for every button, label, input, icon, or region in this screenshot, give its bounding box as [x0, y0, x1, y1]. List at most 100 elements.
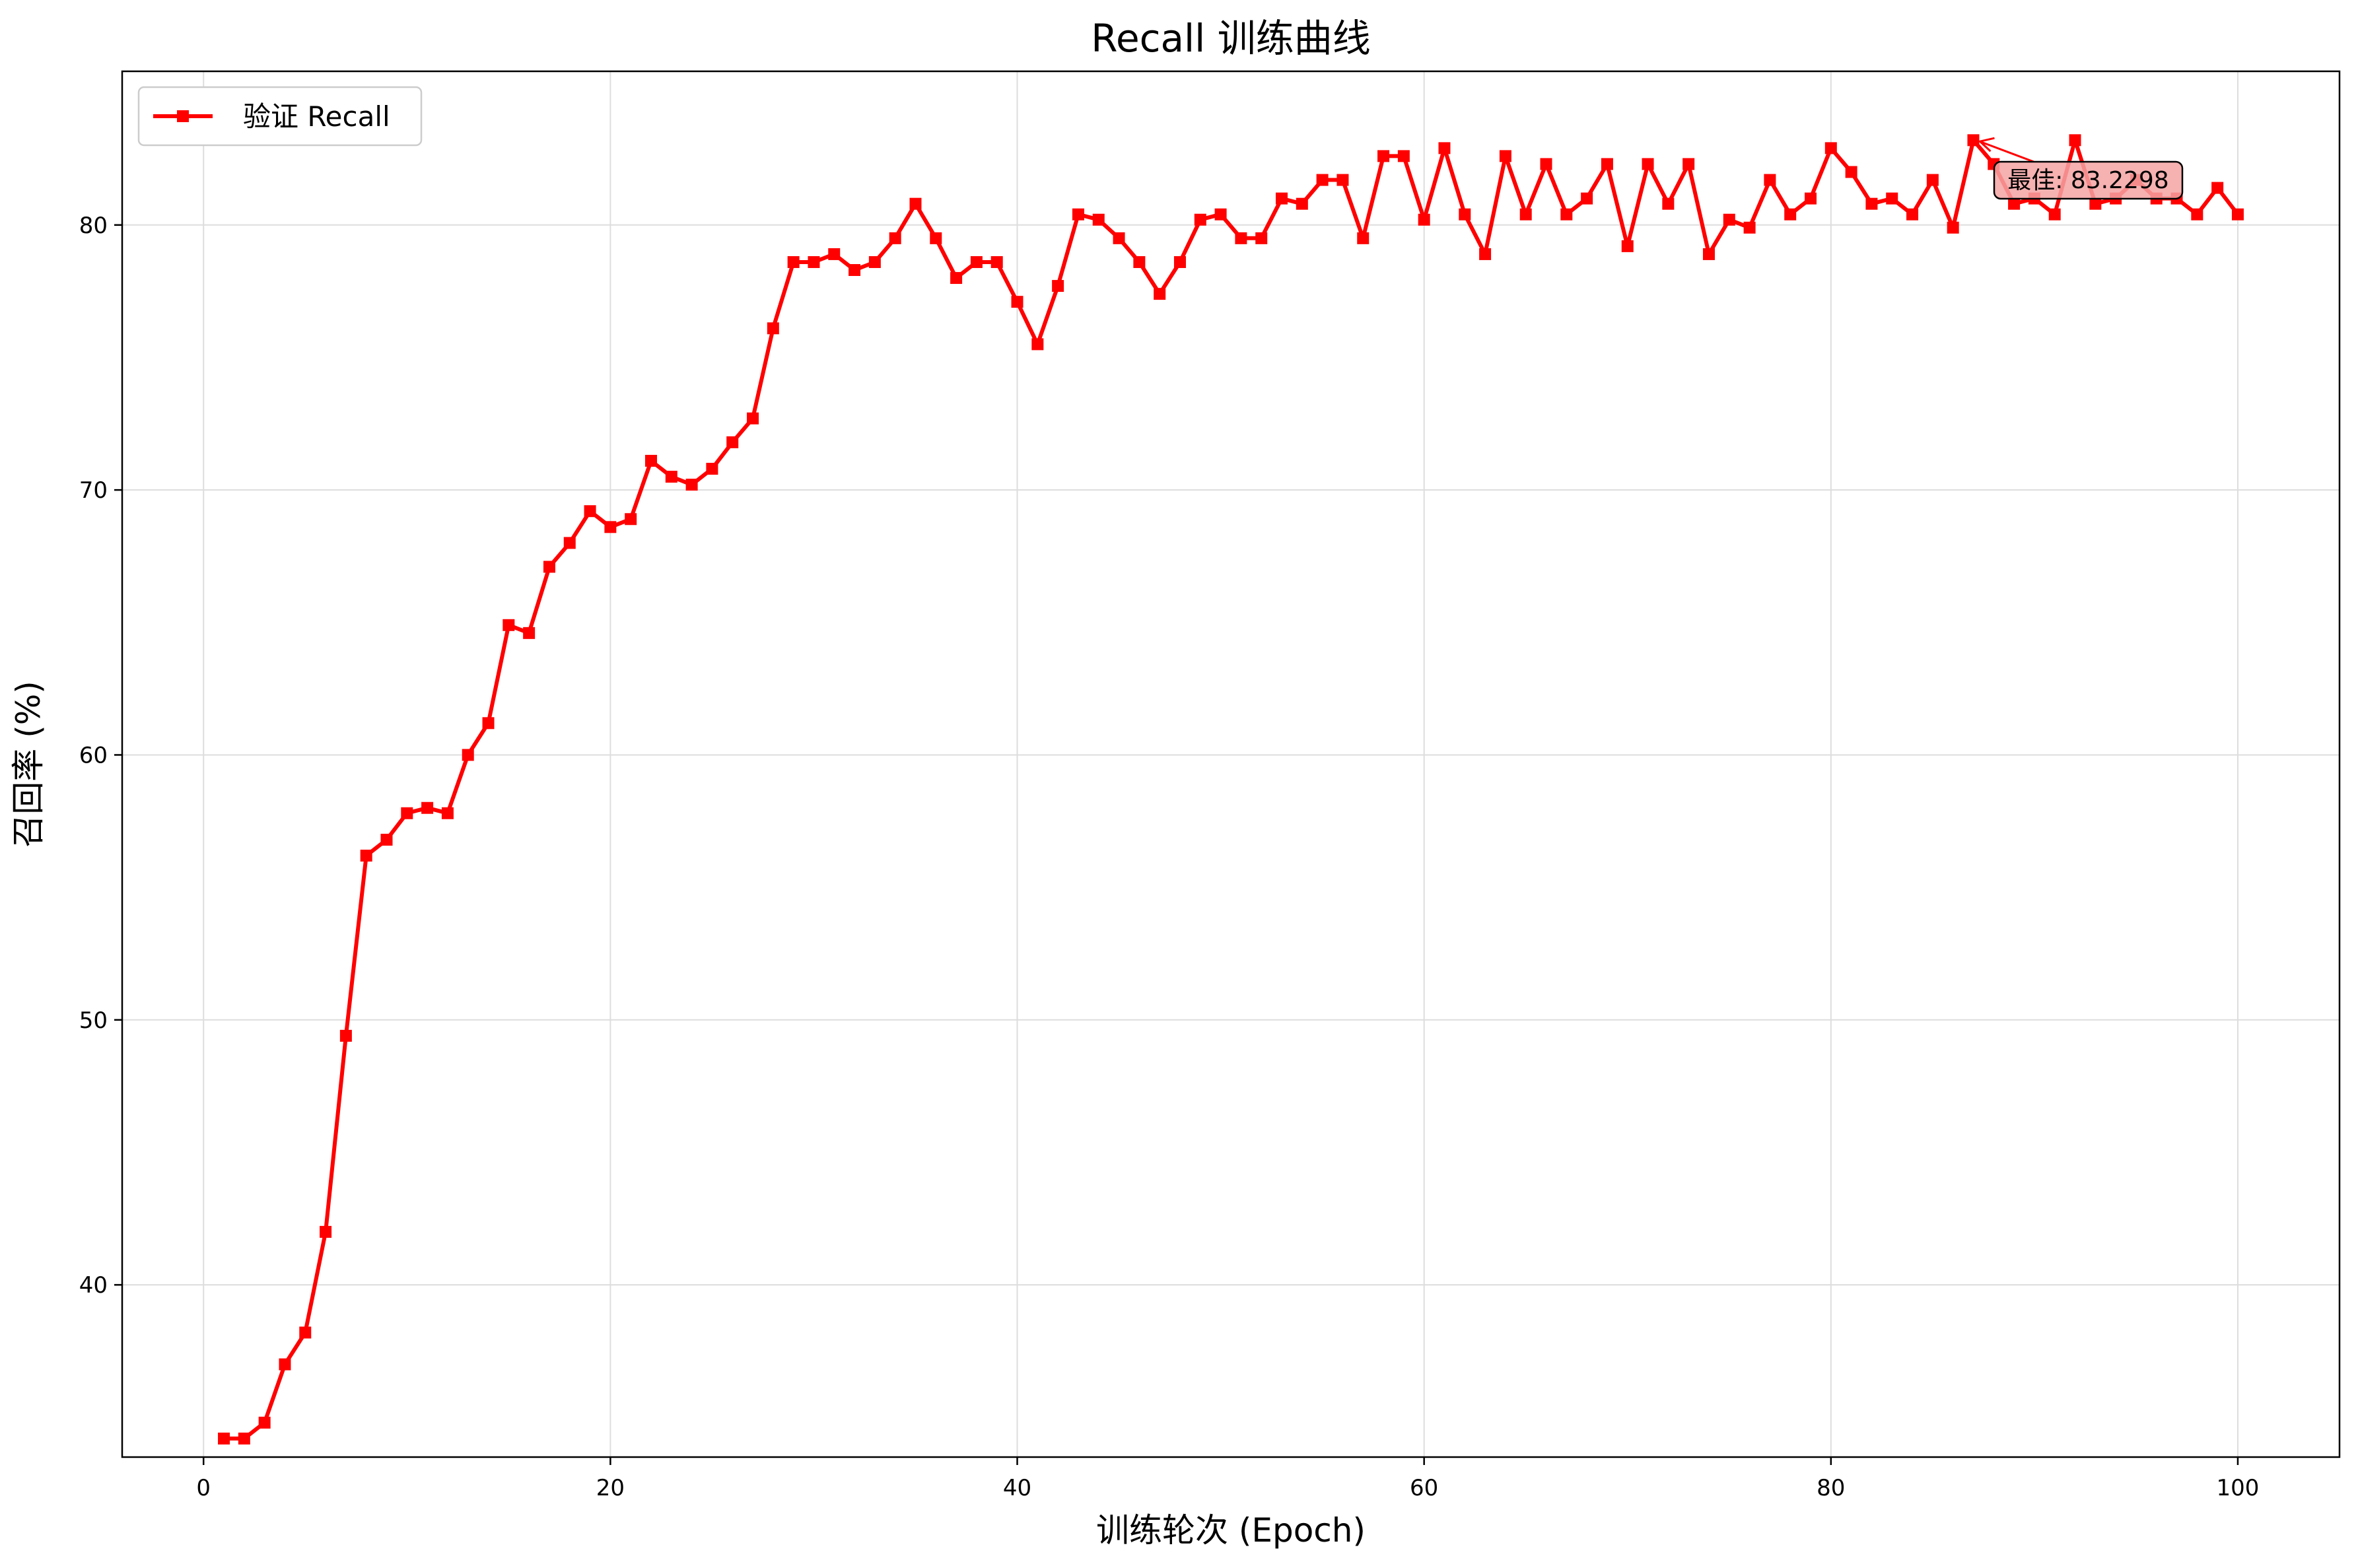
data-point [2048, 208, 2061, 221]
data-point [625, 513, 637, 526]
data-point [808, 256, 820, 268]
data-point [706, 463, 718, 475]
data-point [1133, 256, 1146, 268]
data-point [1642, 158, 1654, 170]
x-tick-label: 40 [1003, 1475, 1031, 1501]
annotation-arrowhead [1978, 137, 1995, 153]
data-point [1784, 208, 1797, 221]
y-tick-label: 80 [79, 213, 108, 239]
data-point [2069, 134, 2081, 147]
legend-label: 验证 Recall [243, 100, 390, 133]
data-point [503, 619, 515, 631]
annotation-box [1993, 160, 2184, 200]
annotation-label: 最佳: 83.2298 [2007, 167, 2168, 194]
data-point [1296, 197, 1308, 210]
data-point [1764, 174, 1776, 186]
x-tick-label: 60 [1410, 1475, 1438, 1501]
data-point [1255, 232, 1268, 244]
data-point [726, 436, 739, 448]
data-point [1336, 174, 1349, 186]
data-point [1154, 288, 1166, 300]
data-point [1357, 232, 1370, 244]
data-point [1235, 232, 1247, 244]
data-point [1865, 197, 1878, 210]
data-point [523, 627, 536, 639]
data-point [604, 521, 617, 533]
data-point [1092, 213, 1105, 226]
data-point [1072, 208, 1084, 221]
data-point [889, 232, 901, 244]
data-point [1947, 221, 1959, 234]
data-point [1601, 158, 1613, 170]
data-point [380, 833, 393, 846]
data-point [1967, 134, 1980, 147]
data-point [1886, 192, 1898, 205]
data-point [685, 479, 698, 491]
data-point [767, 322, 779, 335]
data-point [1926, 174, 1939, 186]
data-point [563, 537, 576, 549]
data-point [787, 256, 800, 268]
data-point [462, 749, 474, 761]
data-point [1459, 208, 1471, 221]
data-point [1702, 248, 1715, 260]
data-point [279, 1358, 291, 1371]
data-point [1499, 150, 1511, 162]
data-point [1194, 213, 1206, 226]
data-point [258, 1416, 271, 1429]
data-point [360, 849, 372, 862]
data-point [970, 256, 983, 268]
data-point [644, 454, 657, 467]
data-point [1682, 158, 1695, 170]
x-tick-label: 80 [1817, 1475, 1845, 1501]
data-point [1214, 208, 1227, 221]
y-tick-label: 50 [79, 1007, 108, 1034]
data-point [1011, 296, 1023, 308]
data-point [1276, 192, 1288, 205]
data-point [990, 256, 1003, 268]
data-point [218, 1432, 230, 1445]
data-point [2211, 182, 2224, 194]
data-point [1479, 248, 1492, 260]
data-point [1743, 221, 1756, 234]
data-point [482, 717, 495, 730]
x-tick-label: 100 [2217, 1475, 2260, 1501]
data-point [828, 248, 841, 260]
data-point [1560, 208, 1573, 221]
data-point [543, 561, 555, 573]
data-point [1316, 174, 1329, 186]
data-point [1173, 256, 1186, 268]
data-point [1052, 280, 1064, 292]
legend-box [137, 86, 423, 147]
data-point [1906, 208, 1919, 221]
chart-title: Recall 训练曲线 [1091, 16, 1370, 61]
series-line-val-recall [224, 138, 2240, 1441]
data-point [2089, 197, 2102, 210]
plot-frame [121, 70, 2341, 1458]
data-point [1113, 232, 1125, 244]
annotation-arrow [1980, 141, 2034, 163]
data-point [401, 807, 413, 819]
x-tick-label: 0 [196, 1475, 211, 1501]
data-point [238, 1432, 250, 1445]
data-point [1031, 338, 1044, 351]
data-point [868, 256, 881, 268]
data-point [320, 1225, 332, 1238]
data-point [747, 412, 759, 425]
data-point [2191, 208, 2203, 221]
data-point [849, 264, 861, 277]
data-point [930, 232, 942, 244]
y-tick-label: 70 [79, 477, 108, 504]
data-point [1824, 142, 1837, 154]
data-point [2008, 197, 2021, 210]
data-point [1723, 213, 1735, 226]
data-point [421, 801, 434, 814]
data-point [339, 1029, 352, 1042]
data-point [1621, 240, 1634, 252]
data-point [1662, 197, 1675, 210]
y-axis-title: 召回率 (%) [9, 681, 48, 847]
data-point [1397, 150, 1410, 162]
x-tick-label: 20 [596, 1475, 625, 1501]
data-point [299, 1326, 312, 1339]
